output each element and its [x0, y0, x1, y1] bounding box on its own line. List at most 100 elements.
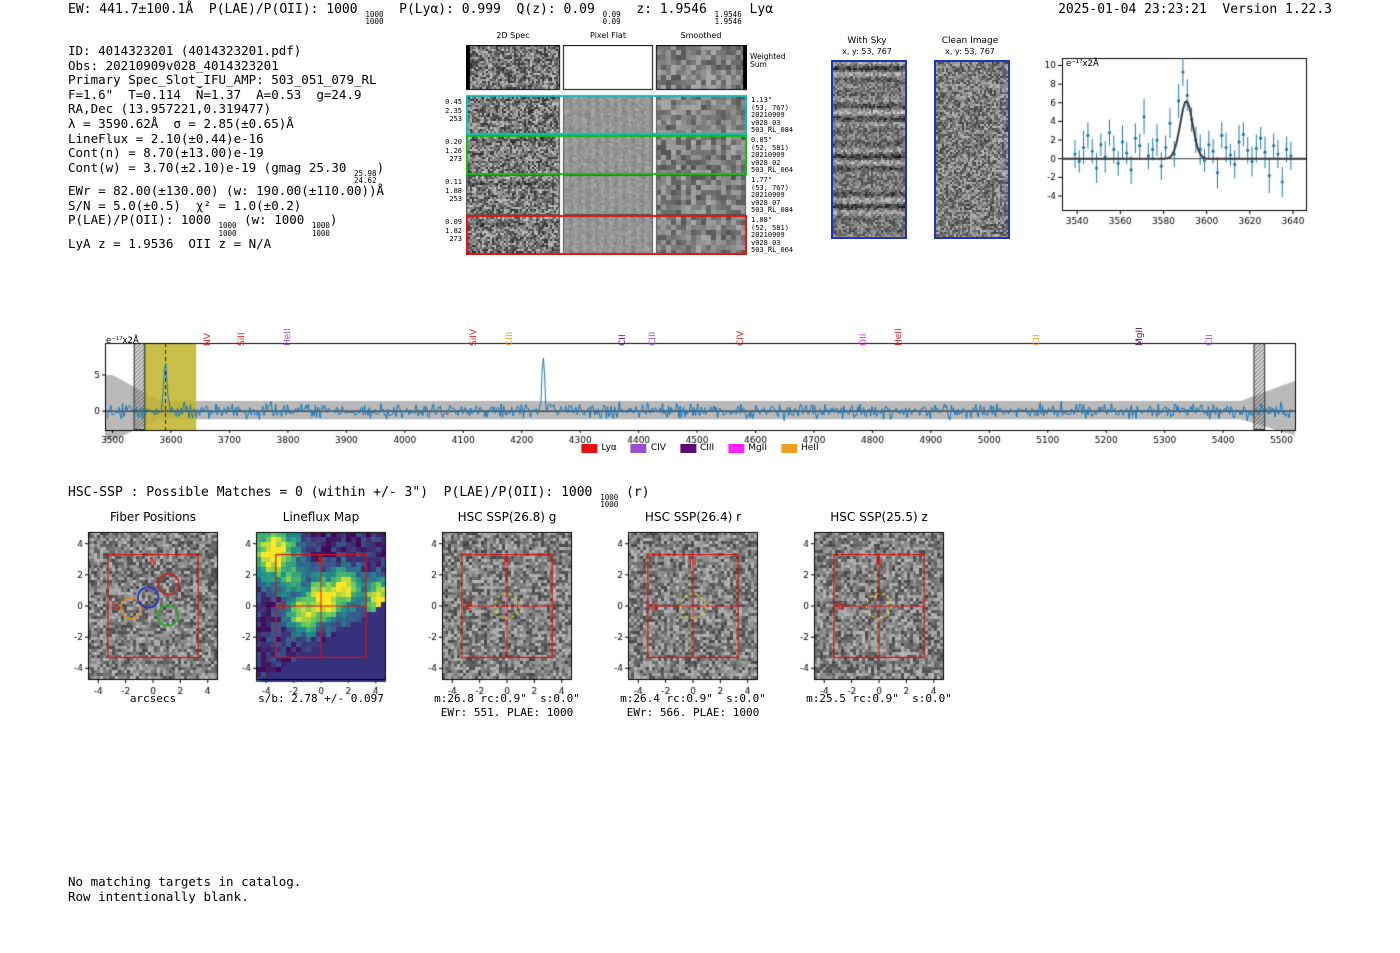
- stacked-fraction: 1000 1000: [218, 221, 237, 238]
- legend-swatch: [630, 443, 647, 453]
- hsc-z-cutout: [780, 528, 952, 700]
- emission-line-label-civ: CIV: [736, 330, 747, 346]
- montage-row-scale-labels: 0.09 1.82 273: [445, 218, 462, 243]
- cutout-sublabel-4: m:26.4 rc:0.9" s:0.0": [620, 692, 766, 705]
- legend-item-heii: HeII: [780, 443, 819, 453]
- cutout-title-hsc-r: HSC SSP(26.4) r: [644, 510, 742, 524]
- info-line: EWr = 82.00(±130.00) (w: 190.00(±110.00)…: [68, 183, 385, 199]
- with-sky-image: [831, 60, 907, 239]
- text-segment: EW: 441.7±100.1Å P(LAE)/P(OII): 1000: [68, 2, 366, 17]
- with-sky-title: With Sky: [847, 36, 887, 46]
- text-segment: Cont(n) = 8.70(±13.00)e-19: [68, 145, 264, 161]
- cutout-sublabel-5: m:25.5 rc:0.9" s:0.0": [806, 692, 952, 705]
- stacked-fraction: 1.9546 1.9546: [714, 10, 742, 27]
- text-segment: P(Lyα): 0.999 Q(z): 0.09: [383, 2, 603, 17]
- legend-swatch: [581, 443, 598, 453]
- montage-col-title-2dspec: 2D Spec: [496, 31, 530, 40]
- info-line: F=1.6" T=0.114 N̄=1.37 A=0.53 g=24.9: [68, 86, 384, 103]
- stacked-fraction: 25.98 24.62: [353, 168, 377, 185]
- montage-row-info-labels: 1.13" (53, 767) 20210909 v028_03 503_RL_084: [751, 96, 794, 135]
- text-segment: Primary Spec_Slot_IFU_AMP: 503_051_079_R…: [68, 72, 377, 88]
- text-segment: Lyα: [741, 2, 774, 17]
- line-fit-unit-label: e⁻¹⁷x2Å: [1066, 59, 1099, 69]
- montage-row-scale-labels: 0.45 2.35 253: [445, 98, 462, 123]
- legend-label: Lyα: [601, 443, 617, 453]
- emission-line-label-heii: HeII: [282, 328, 293, 346]
- legend-label: MgII: [748, 443, 767, 453]
- info-line: RA,Dec (13.957221,0.319477): [68, 102, 384, 117]
- clean-image: [934, 60, 1010, 239]
- emission-line-label-heii: HeII: [893, 328, 904, 346]
- text-segment: ): [376, 159, 385, 175]
- cutout-sublabel-3b: EWr: 551. PLAE: 1000: [440, 706, 574, 719]
- text-segment: Obs: 20210909v028_4014323201: [68, 57, 279, 73]
- info-line: Cont(n) = 8.70(±13.00)e-19: [68, 145, 384, 161]
- legend-label: CIV: [650, 443, 666, 453]
- text-segment: HSC-SSP : Possible Matches = 0 (within +…: [68, 485, 601, 500]
- emission-line-label-ciii: CIII: [647, 331, 658, 346]
- text-segment: (r): [618, 485, 650, 500]
- legend-item-ciii: CIII: [679, 443, 715, 453]
- legend-swatch: [780, 443, 797, 453]
- legend-item-civ: CIV: [630, 443, 666, 453]
- text-segment: F=1.6" T=0.114 N̄=1.37 A=0.53 g=24.9: [68, 86, 362, 102]
- header-summary-line: EW: 441.7±100.1Å P(LAE)/P(OII): 1000 100…: [68, 2, 774, 27]
- legend-label: CIII: [699, 443, 715, 453]
- montage-weighted-sum-label: Weighted Sum: [750, 52, 786, 69]
- legend-item-lyα: Lyα: [581, 443, 617, 453]
- text-segment: S/N = 5.0(±0.5) χ² = 1.0(±0.2): [68, 197, 302, 213]
- stacked-fraction: 0.09 0.09: [602, 10, 621, 27]
- montage-row-info-labels: 1.88" (52, 581) 20210909 v028_03 503_RL_064: [751, 216, 794, 255]
- stacked-fraction: 1000 1000: [600, 493, 619, 510]
- with-sky-coords: x, y: 53, 767: [842, 47, 892, 56]
- text-segment: Cont(w) = 3.70(±2.10)e-19 (gmag 25.30: [68, 159, 354, 175]
- emission-line-label-cii: CII: [1205, 334, 1216, 346]
- legend-item-mgii: MgII: [728, 443, 767, 453]
- hsc-g-cutout: [408, 528, 580, 700]
- legend-swatch: [728, 443, 745, 453]
- emission-line-label-oii: OII: [858, 333, 869, 346]
- info-line: LineFlux = 2.10(±0.44)e-16: [68, 130, 384, 147]
- cutout-title-fiber-positions: Fiber Positions: [109, 510, 197, 524]
- header-timestamp: 2025-01-04 23:23:21 Version 1.22.3: [1058, 2, 1332, 17]
- info-line: ID: 4014323201 (4014323201.pdf): [68, 43, 384, 59]
- cutout-sublabel-1: arcsecs: [129, 692, 177, 705]
- text-segment: P(LAE)/P(OII): 1000: [68, 212, 219, 228]
- info-line: Obs: 20210909v028_4014323201: [68, 57, 384, 74]
- emission-line-label-mgii: MgII: [1135, 327, 1146, 346]
- montage-row-info-labels: 0.85" (52, 581) 20210909 v028_02 503_RL_064: [751, 136, 794, 175]
- info-line: LyA z = 1.9536 OII z = N/A: [68, 236, 384, 252]
- footer-line-2: Row intentionally blank.: [68, 889, 249, 904]
- text-segment: λ = 3590.62Å σ = 2.85(±0.65)Å: [68, 115, 294, 131]
- legend-label: HeII: [800, 443, 819, 453]
- spectrum-unit-label: e⁻¹⁷x2Å: [106, 336, 139, 346]
- text-segment: ID: 4014323201 (4014323201.pdf): [68, 43, 302, 58]
- emission-line-label-nv: NV: [202, 333, 213, 346]
- emission-line-label-cii: CII: [618, 334, 629, 346]
- cutout-title-hsc-z: HSC SSP(25.5) z: [830, 510, 928, 524]
- info-line: Primary Spec_Slot_IFU_AMP: 503_051_079_R…: [68, 72, 384, 88]
- text-segment: EWr = 82.00(±130.00) (w: 190.00(±110.00)…: [68, 183, 385, 199]
- emission-line-label-cii: CII: [1031, 334, 1042, 346]
- text-segment: ): [329, 212, 338, 228]
- hsc-match-summary: HSC-SSP : Possible Matches = 0 (within +…: [68, 485, 650, 510]
- clean-image-coords: x, y: 53, 767: [945, 47, 995, 56]
- cutout-sublabel-2: s/b: 2.78 +/- 0.097: [258, 692, 384, 705]
- text-segment: (w: 1000: [236, 212, 312, 228]
- info-line: S/N = 5.0(±0.5) χ² = 1.0(±0.2): [68, 197, 384, 214]
- emission-line-label-siiv: SiIV: [468, 328, 479, 346]
- montage-row-scale-labels: 0.20 1.26 273: [445, 138, 462, 163]
- stacked-fraction: 1000 1000: [311, 221, 330, 238]
- montage-row-scale-labels: 0.11 1.88 253: [445, 178, 462, 203]
- info-line: λ = 3590.62Å σ = 2.85(±0.65)Å: [68, 115, 384, 132]
- footer-line-1: No matching targets in catalog.: [68, 874, 302, 889]
- text-segment: LineFlux = 2.10(±0.44)e-16: [68, 130, 264, 146]
- text-segment: RA,Dec (13.957221,0.319477): [68, 101, 272, 117]
- info-line: Cont(w) = 3.70(±2.10)e-19 (gmag 25.30 25…: [68, 159, 385, 185]
- clean-image-title: Clean Image: [941, 36, 999, 46]
- spec2d-montage-canvas: [466, 45, 747, 255]
- emission-line-label-ciii: CIII: [505, 331, 516, 346]
- fiber-positions-cutout: [54, 528, 226, 700]
- cutout-title-hsc-g: HSC SSP(26.8) g: [457, 510, 557, 524]
